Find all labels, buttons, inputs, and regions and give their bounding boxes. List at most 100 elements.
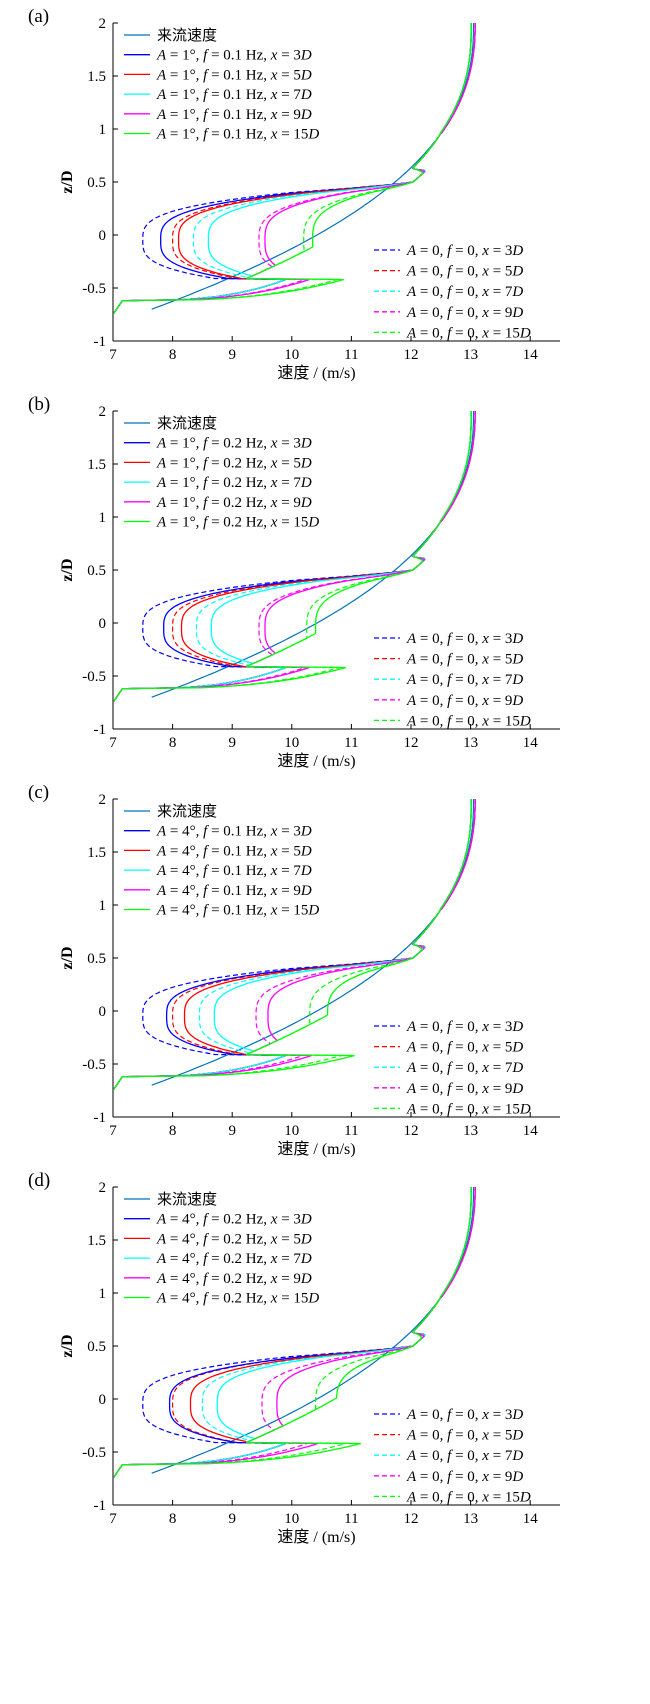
legend-entry-inflow: 来流速度 (157, 803, 217, 820)
y-tick-label: 0 (99, 1392, 107, 1408)
y-tick-label: 2 (99, 792, 107, 808)
x-tick-label: 9 (228, 735, 236, 751)
y-tick-label: -0.5 (82, 1445, 106, 1461)
legend-entry: A = 4°, f = 0.1 Hz, x = 9D (156, 883, 312, 899)
y-axis-label: z/D (59, 1334, 76, 1357)
y-tick-label: 1.5 (87, 1233, 106, 1249)
legend-entry: A = 0, f = 0, x = 3D (406, 1019, 523, 1035)
x-tick-label: 12 (404, 735, 419, 751)
x-tick-label: 10 (284, 1123, 299, 1139)
legend-entry: A = 1°, f = 0.1 Hz, x = 9D (156, 107, 312, 123)
legend-entry: A = 4°, f = 0.2 Hz, x = 5D (156, 1231, 312, 1247)
x-tick-label: 13 (463, 347, 478, 363)
legend-entry: A = 0, f = 0, x = 3D (406, 1407, 523, 1423)
y-tick-label: 0 (99, 228, 107, 244)
legend-entry: A = 0, f = 0, x = 7D (406, 1060, 523, 1076)
legend-entry: A = 0, f = 0, x = 15D (406, 325, 531, 341)
y-tick-label: -1 (94, 1110, 107, 1126)
legend-main: 来流速度 A = 1°, f = 0.1 Hz, x = 3D A = 1°, f … (124, 27, 319, 143)
legend-entry: A = 4°, f = 0.2 Hz, x = 15D (156, 1291, 319, 1307)
x-tick-label: 8 (169, 1511, 177, 1527)
chart-panel-c: (c) 7 8 9 10 11 12 13 14 -1 -0.5 0 0.5 1 1.5 2 速度 / (m/s… (28, 782, 560, 1158)
legend-entry: A = 4°, f = 0.1 Hz, x = 3D (156, 824, 312, 840)
legend-entry: A = 0, f = 0, x = 3D (406, 243, 523, 259)
legend-entry: A = 0, f = 0, x = 9D (406, 1081, 523, 1097)
legend-entry: A = 4°, f = 0.2 Hz, x = 3D (156, 1212, 312, 1228)
x-tick-label: 11 (344, 1123, 358, 1139)
x-tick-label: 7 (109, 347, 117, 363)
y-tick-label: 1.5 (87, 457, 106, 473)
x-tick-label: 14 (523, 1511, 539, 1527)
x-tick-label: 12 (404, 1511, 419, 1527)
x-tick-label: 11 (344, 347, 358, 363)
x-axis-label: 速度 / (m/s) (277, 752, 355, 770)
y-tick-label: 1 (99, 898, 107, 914)
y-tick-label: 1 (99, 510, 107, 526)
legend-baseline: A = 0, f = 0, x = 3D A = 0, f = 0, x = 5D… (374, 631, 531, 729)
legend-entry: A = 4°, f = 0.1 Hz, x = 15D (156, 903, 319, 919)
x-tick-label: 8 (169, 347, 177, 363)
y-axis-label: z/D (59, 558, 76, 581)
x-tick-label: 8 (169, 735, 177, 751)
series-line-inflow (151, 1187, 475, 1474)
panel-label: (d) (28, 1170, 50, 1191)
x-tick-label: 7 (109, 1123, 117, 1139)
y-tick-label: 2 (99, 404, 107, 420)
legend-entry: A = 1°, f = 0.2 Hz, x = 9D (156, 495, 312, 511)
legend-entry: A = 4°, f = 0.1 Hz, x = 5D (156, 843, 312, 859)
x-axis-label: 速度 / (m/s) (277, 364, 355, 382)
y-tick-label: 0.5 (87, 563, 106, 579)
x-tick-label: 13 (463, 1123, 478, 1139)
y-tick-label: -1 (94, 1498, 107, 1514)
y-axis-label: z/D (59, 946, 76, 969)
legend-entry: A = 1°, f = 0.2 Hz, x = 5D (156, 455, 312, 471)
y-tick-label: 1 (99, 122, 107, 138)
y-tick-label: 0.5 (87, 951, 106, 967)
x-tick-label: 11 (344, 1511, 358, 1527)
y-tick-label: -0.5 (82, 669, 106, 685)
legend-entry: A = 0, f = 0, x = 15D (406, 1489, 531, 1505)
series-line-oscillating-x15D (113, 1187, 472, 1478)
legend-entry: A = 1°, f = 0.2 Hz, x = 3D (156, 436, 312, 452)
legend-entry: A = 1°, f = 0.1 Hz, x = 7D (156, 87, 312, 103)
series-line-inflow (151, 799, 475, 1086)
chart-panel-b: (b) 7 8 9 10 11 12 13 14 -1 -0.5 0 0.5 1 1.5 2 速度 / (m/s… (28, 394, 560, 770)
legend-entry: A = 1°, f = 0.2 Hz, x = 15D (156, 515, 319, 531)
legend-entry: A = 0, f = 0, x = 5D (406, 1040, 523, 1056)
legend-entry: A = 0, f = 0, x = 7D (406, 672, 523, 688)
legend-entry: A = 1°, f = 0.1 Hz, x = 3D (156, 48, 312, 64)
chart-panel-a: (a) 7 8 9 10 11 12 13 14 -1 -0.5 0 0.5 1 1.5 2 速度 / (m/s… (28, 6, 560, 382)
legend-entry: A = 0, f = 0, x = 5D (406, 652, 523, 668)
legend-entry: A = 1°, f = 0.1 Hz, x = 15D (156, 127, 319, 143)
legend-main: 来流速度 A = 4°, f = 0.1 Hz, x = 3D A = 4°, f … (124, 803, 319, 919)
legend-entry: A = 1°, f = 0.1 Hz, x = 5D (156, 67, 312, 83)
y-tick-label: 0.5 (87, 1339, 106, 1355)
legend-baseline: A = 0, f = 0, x = 3D A = 0, f = 0, x = 5D… (374, 243, 531, 341)
y-tick-label: 1.5 (87, 69, 106, 85)
y-tick-label: -0.5 (82, 281, 106, 297)
legend-main: 来流速度 A = 1°, f = 0.2 Hz, x = 3D A = 1°, f … (124, 415, 319, 531)
x-tick-label: 7 (109, 735, 117, 751)
legend-entry: A = 0, f = 0, x = 9D (406, 1469, 523, 1485)
legend-entry: A = 4°, f = 0.2 Hz, x = 9D (156, 1271, 312, 1287)
series-line-oscillating-x15D (113, 799, 472, 1090)
y-axis-label: z/D (59, 170, 76, 193)
legend-entry: A = 0, f = 0, x = 5D (406, 1428, 523, 1444)
y-tick-label: -1 (94, 334, 107, 350)
x-tick-label: 11 (344, 735, 358, 751)
x-tick-label: 13 (463, 735, 478, 751)
y-tick-label: 2 (99, 1180, 107, 1196)
y-tick-label: 2 (99, 16, 107, 32)
x-tick-label: 12 (404, 347, 419, 363)
y-tick-label: 0 (99, 1004, 107, 1020)
x-axis-label: 速度 / (m/s) (277, 1528, 355, 1546)
y-tick-label: 0.5 (87, 175, 106, 191)
x-tick-label: 12 (404, 1123, 419, 1139)
x-tick-label: 14 (523, 735, 539, 751)
y-tick-label: 0 (99, 616, 107, 632)
x-tick-label: 10 (284, 735, 299, 751)
series-line-oscillating-x15D (113, 411, 472, 702)
x-tick-label: 14 (523, 347, 539, 363)
legend-entry-inflow: 来流速度 (157, 27, 217, 44)
